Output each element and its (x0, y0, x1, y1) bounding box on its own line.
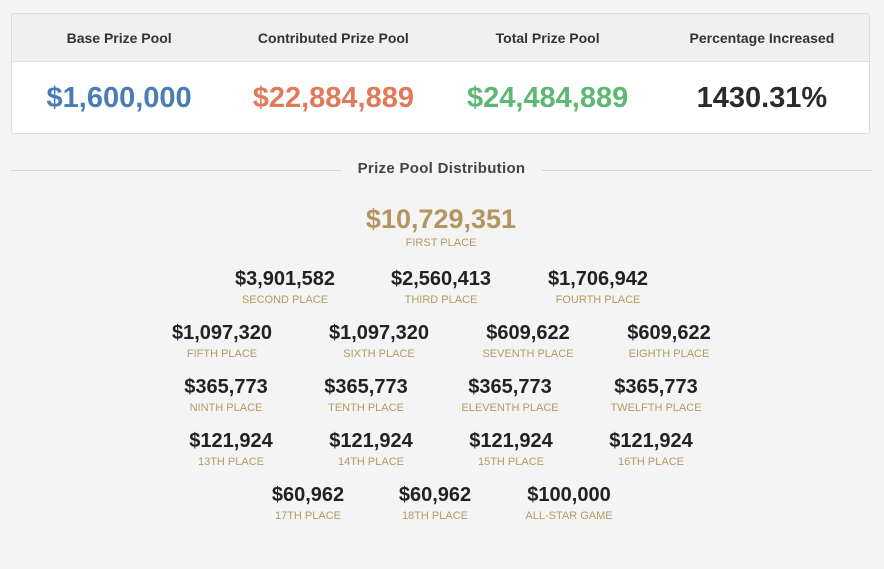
prize-amount: $60,962 (271, 484, 345, 506)
prize-place-card: $365,773 TWELFTH PLACE (610, 375, 701, 415)
contributed-prize-pool-header: Contributed Prize Pool (257, 29, 409, 46)
prize-place-label: FIRST PLACE (405, 237, 477, 249)
prize-place-card: $365,773 NINTH PLACE (184, 375, 267, 415)
value-cell-base: $1,600,000 (12, 62, 226, 133)
prize-place-label: TWELFTH PLACE (610, 402, 702, 414)
prize-place-card: $3,901,582 SECOND PLACE (235, 267, 335, 307)
prize-amount: $1,097,320 (328, 322, 430, 344)
prize-place-card: $1,097,320 SIXTH PLACE (329, 321, 429, 361)
prize-place-card: $60,962 18TH PLACE (399, 483, 471, 523)
prize-place-card: $609,622 SEVENTH PLACE (482, 321, 573, 361)
prize-amount: $365,773 (614, 376, 698, 398)
prize-place-label: 13TH PLACE (197, 456, 265, 468)
prize-amount: $365,773 (184, 376, 268, 398)
prize-amount: $121,924 (189, 430, 273, 452)
prize-place-card: $365,773 ELEVENTH PLACE (461, 375, 558, 415)
prize-place-card: $121,924 15TH PLACE (469, 429, 552, 469)
total-prize-pool-value: $24,484,889 (466, 82, 629, 114)
prize-amount: $2,560,413 (390, 268, 492, 290)
prize-amount: $1,706,942 (547, 268, 649, 290)
prize-place-card: $100,000 ALL-STAR GAME (525, 483, 612, 523)
prize-place-label: FIFTH PLACE (186, 348, 258, 360)
prize-place-card: $121,924 14TH PLACE (329, 429, 412, 469)
prize-place-label: NINTH PLACE (189, 402, 263, 414)
prize-amount: $60,962 (398, 484, 472, 506)
prize-place-card: $609,622 EIGHTH PLACE (627, 321, 710, 361)
prize-place-label: 18TH PLACE (401, 510, 469, 522)
prize-place-label: SEVENTH PLACE (482, 348, 574, 360)
prize-place-label: SIXTH PLACE (343, 348, 415, 360)
prize-amount: $121,924 (609, 430, 693, 452)
prize-place-card: $60,962 17TH PLACE (272, 483, 344, 523)
divider-line-left (11, 170, 341, 171)
contributed-prize-pool-value: $22,884,889 (252, 82, 415, 114)
prize-amount: $3,901,582 (234, 268, 336, 290)
prize-amount: $121,924 (329, 430, 413, 452)
prize-pool-summary: Base Prize Pool Contributed Prize Pool T… (11, 13, 870, 134)
header-cell-base: Base Prize Pool (12, 14, 226, 61)
value-cell-percentage: 1430.31% (655, 62, 869, 133)
value-cell-total: $24,484,889 (441, 62, 655, 133)
prize-place-label: SECOND PLACE (241, 294, 329, 306)
prize-amount: $10,729,351 (365, 204, 517, 234)
prize-amount: $609,622 (486, 322, 570, 344)
prize-amount: $365,773 (468, 376, 552, 398)
prize-place-label: EIGHTH PLACE (628, 348, 710, 360)
header-cell-percentage: Percentage Increased (655, 14, 869, 61)
prize-place-label: 14TH PLACE (337, 456, 405, 468)
prize-place-card: $10,729,351 FIRST PLACE (366, 203, 516, 250)
base-prize-pool-header: Base Prize Pool (66, 29, 172, 46)
distribution-title: Prize Pool Distribution (357, 160, 526, 177)
prize-place-label: ALL-STAR GAME (525, 510, 613, 522)
prize-place-card: $1,706,942 FOURTH PLACE (548, 267, 648, 307)
header-cell-total: Total Prize Pool (441, 14, 655, 61)
prize-amount: $100,000 (527, 484, 611, 506)
prize-amount: $609,622 (627, 322, 711, 344)
value-cell-contributed: $22,884,889 (226, 62, 440, 133)
prize-place-card: $121,924 13TH PLACE (189, 429, 272, 469)
prize-place-card: $1,097,320 FIFTH PLACE (172, 321, 272, 361)
prize-place-label: TENTH PLACE (328, 402, 404, 414)
distribution-divider: Prize Pool Distribution (11, 159, 872, 181)
prize-place-card: $2,560,413 THIRD PLACE (391, 267, 491, 307)
prize-place-card: $365,773 TENTH PLACE (324, 375, 407, 415)
prize-place-label: FOURTH PLACE (555, 294, 641, 306)
header-cell-contributed: Contributed Prize Pool (226, 14, 440, 61)
prize-place-label: 15TH PLACE (477, 456, 545, 468)
divider-line-right (542, 170, 872, 171)
summary-values-row: $1,600,000 $22,884,889 $24,484,889 1430.… (12, 62, 869, 133)
prize-amount: $1,097,320 (171, 322, 273, 344)
prize-place-label: THIRD PLACE (404, 294, 478, 306)
prize-amount: $365,773 (324, 376, 408, 398)
summary-header-row: Base Prize Pool Contributed Prize Pool T… (12, 14, 869, 62)
prize-place-label: 16TH PLACE (617, 456, 685, 468)
percentage-increased-header: Percentage Increased (689, 29, 835, 46)
prize-amount: $121,924 (469, 430, 553, 452)
prize-place-card: $121,924 16TH PLACE (609, 429, 692, 469)
prize-place-label: ELEVENTH PLACE (461, 402, 559, 414)
base-prize-pool-value: $1,600,000 (46, 82, 192, 114)
total-prize-pool-header: Total Prize Pool (495, 29, 600, 46)
prize-place-label: 17TH PLACE (274, 510, 342, 522)
percentage-increased-value: 1430.31% (696, 82, 828, 114)
